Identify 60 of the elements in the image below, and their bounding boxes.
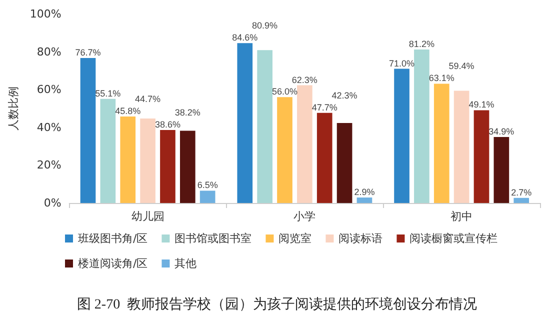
text: 图 2-70 教师报告学校（园）为孩子阅读提供的环境创设分布情况 bbox=[76, 296, 478, 312]
data-label: 71.0% bbox=[389, 58, 415, 68]
bar bbox=[140, 118, 156, 203]
data-label: 55.1% bbox=[95, 88, 121, 98]
data-label: 42.3% bbox=[332, 90, 358, 100]
data-label: 56.0% bbox=[272, 86, 298, 97]
data-label: 84.6% bbox=[232, 32, 258, 43]
legend-label: 图书馆或图书室 bbox=[174, 232, 252, 245]
data-label: 76.7% bbox=[75, 48, 101, 58]
legend-label: 阅览室 bbox=[278, 232, 312, 245]
y-tick-label: 0% bbox=[44, 196, 62, 210]
data-label: 6.5% bbox=[197, 180, 218, 190]
bar bbox=[200, 190, 216, 203]
legend-label: 阅读标语 bbox=[338, 232, 383, 245]
bar bbox=[336, 123, 352, 203]
data-label: 63.1% bbox=[428, 73, 454, 84]
bar bbox=[434, 84, 450, 203]
data-label: 62.3% bbox=[292, 74, 318, 85]
y-axis-title: 人数比例 bbox=[7, 86, 20, 130]
bar bbox=[394, 68, 410, 203]
bar bbox=[237, 43, 253, 203]
bar bbox=[414, 50, 430, 203]
bar bbox=[514, 198, 530, 203]
bar bbox=[100, 98, 116, 203]
bar bbox=[316, 112, 332, 203]
data-label: 59.4% bbox=[448, 61, 474, 72]
bar bbox=[494, 137, 510, 203]
data-label: 45.8% bbox=[115, 106, 141, 116]
data-label: 44.7% bbox=[135, 94, 161, 104]
data-label: 34.9% bbox=[488, 126, 514, 137]
bar bbox=[474, 110, 490, 203]
y-tick-label: 100% bbox=[30, 8, 62, 20]
bar bbox=[160, 130, 176, 203]
y-tick-label: 80% bbox=[36, 45, 62, 58]
bar bbox=[356, 198, 372, 203]
legend-label: 楼道阅读角/区 bbox=[78, 257, 148, 270]
bar bbox=[180, 130, 196, 203]
data-label: 47.7% bbox=[312, 102, 338, 112]
bar bbox=[454, 90, 470, 203]
data-label: 38.2% bbox=[174, 108, 200, 118]
y-tick-label: 20% bbox=[36, 158, 62, 172]
data-label: 38.6% bbox=[154, 120, 180, 130]
x-tick-label: 小学 bbox=[294, 210, 316, 223]
data-label: 80.9% bbox=[252, 20, 278, 31]
bar bbox=[277, 97, 292, 203]
data-label: 81.2% bbox=[408, 39, 434, 50]
data-label: 2.9% bbox=[354, 187, 375, 198]
bar bbox=[257, 50, 272, 203]
legend-label: 其他 bbox=[174, 257, 197, 270]
bar bbox=[297, 85, 312, 203]
legend-label: 班级图书角/区 bbox=[78, 232, 148, 245]
y-tick-label: 60% bbox=[36, 83, 62, 96]
x-tick-label: 初中 bbox=[450, 210, 473, 223]
bar bbox=[80, 58, 96, 203]
legend-label: 阅读橱窗或宣传栏 bbox=[410, 232, 498, 245]
y-tick-label: 40% bbox=[36, 120, 62, 134]
data-label: 2.7% bbox=[511, 187, 532, 198]
data-label: 49.1% bbox=[468, 100, 494, 110]
bar bbox=[120, 116, 136, 203]
x-tick-label: 幼儿园 bbox=[131, 210, 164, 223]
